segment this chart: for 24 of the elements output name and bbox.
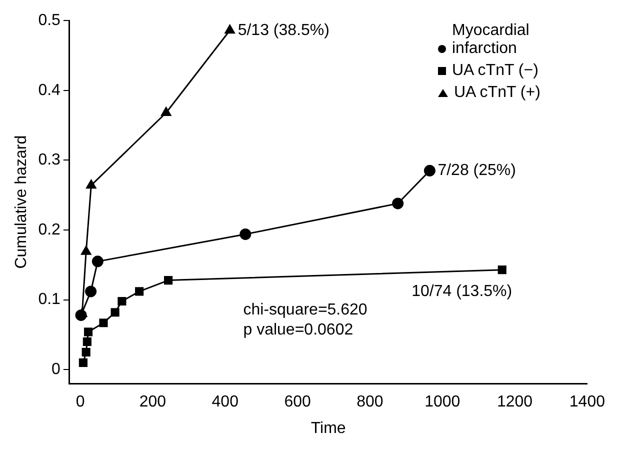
legend-label: Myocardial infarction (452, 22, 530, 58)
x-tick-label: 400 (212, 394, 239, 411)
x-tick-label: 1000 (424, 394, 460, 411)
legend-label: UA cTnT (+) (454, 84, 540, 102)
y-tick-label: 0.4 (38, 82, 61, 99)
y-tick-label: 0.5 (38, 12, 61, 30)
y-axis-title: Cumulative hazard (13, 135, 30, 269)
x-tick-label: 1400 (569, 394, 606, 411)
x-tick-label: 200 (139, 394, 166, 411)
x-axis-title: Time (310, 420, 346, 437)
y-tick-label: 0.3 (38, 152, 61, 169)
annotation: p value=0.0602 (243, 322, 354, 339)
x-tick-label: 600 (284, 394, 311, 411)
annotation: 5/13 (38.5%) (238, 22, 330, 39)
x-tick-label: 0 (76, 394, 85, 411)
y-tick-label: 0 (52, 361, 61, 378)
legend-label: UA cTnT (−) (452, 62, 538, 80)
y-tick-label: 0.1 (38, 291, 61, 308)
y-tick-label: 0.2 (38, 221, 61, 238)
annotation: 7/28 (25%) (438, 162, 516, 180)
annotation: 10/74 (13.5%) (412, 283, 512, 300)
annotation: chi-square=5.620 (243, 302, 368, 319)
x-tick-label: 800 (356, 394, 384, 411)
x-tick-label: 1200 (496, 394, 533, 411)
